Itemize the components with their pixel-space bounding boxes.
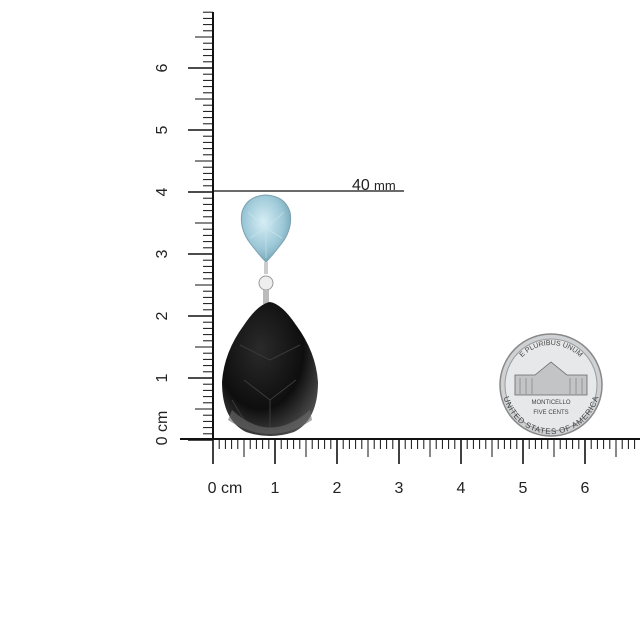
vertical-ruler-label: 0 cm	[154, 411, 171, 446]
nickel-coin: E PLURIBUS UNUM MONTICELLO FIVE CENTS UN…	[499, 333, 603, 437]
horizontal-ruler-label: 5	[519, 480, 528, 497]
horizontal-ruler	[180, 438, 640, 464]
vertical-ruler	[188, 11, 214, 441]
vertical-ruler-label: 2	[154, 311, 171, 320]
vertical-ruler-label: 5	[154, 125, 171, 134]
horizontal-ruler-label: 0 cm	[208, 480, 243, 497]
earring	[222, 194, 318, 436]
horizontal-ruler-label: 2	[333, 480, 342, 497]
horizontal-ruler-label: 1	[271, 480, 280, 497]
vertical-ruler-label: 4	[154, 187, 171, 196]
horizontal-ruler-label: 6	[581, 480, 590, 497]
coin-value-text: FIVE CENTS	[533, 410, 568, 416]
vertical-ruler-label: 1	[154, 373, 171, 382]
horizontal-ruler-label: 3	[395, 480, 404, 497]
vertical-ruler-label: 6	[154, 63, 171, 72]
vertical-ruler-label: 3	[154, 249, 171, 258]
measurement-line: 40 mm	[213, 177, 404, 194]
measurement-unit: mm	[374, 178, 396, 193]
diamond-stone	[258, 275, 274, 291]
horizontal-ruler-label: 4	[457, 480, 466, 497]
measurement-value: 40	[352, 177, 370, 194]
onyx-stone	[222, 302, 318, 436]
coin-middle-text: MONTICELLO	[531, 400, 570, 406]
